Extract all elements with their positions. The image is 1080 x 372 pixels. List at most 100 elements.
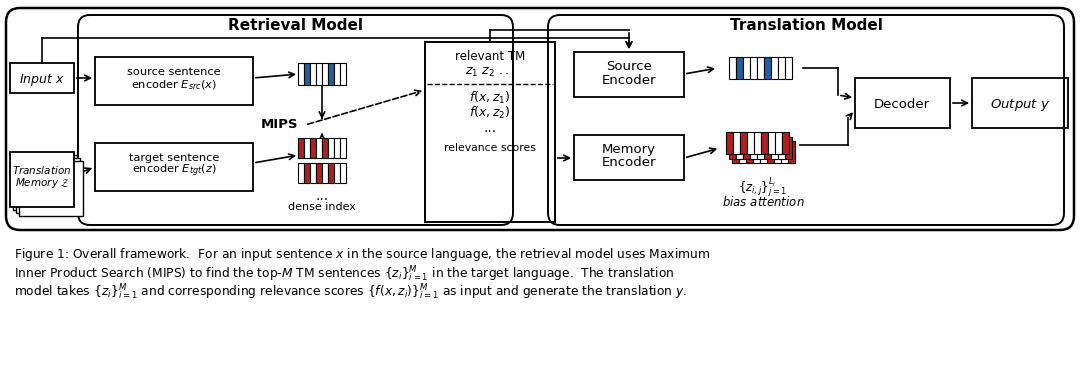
Text: MIPS: MIPS	[261, 119, 299, 131]
Text: relevance scores: relevance scores	[444, 143, 536, 153]
Bar	[426, 42, 555, 222]
Text: relevant TM: relevant TM	[455, 51, 525, 64]
Bar	[19, 161, 83, 216]
Text: source sentence: source sentence	[127, 67, 220, 77]
Text: $\mathit{Memory\ \mathcal{Z}}$: $\mathit{Memory\ \mathcal{Z}}$	[14, 176, 69, 190]
Text: Encoder: Encoder	[602, 157, 657, 170]
Text: $\{z_{i,j}\}_{j=1}^{L_i}$: $\{z_{i,j}\}_{j=1}^{L_i}$	[739, 176, 787, 200]
Bar	[756, 57, 764, 79]
Bar	[16, 158, 80, 213]
Bar	[739, 141, 745, 163]
Text: $f(x, z_1)$: $f(x, z_1)$	[470, 90, 511, 106]
Bar	[310, 163, 316, 183]
Text: model takes $\{z_i\}_{i=1}^{M}$ and corresponding relevance scores $\{f(x, z_i)\: model takes $\{z_i\}_{i=1}^{M}$ and corr…	[14, 282, 687, 302]
Text: dense index: dense index	[288, 202, 356, 212]
Text: encoder $E_{tgt}(z)$: encoder $E_{tgt}(z)$	[132, 163, 216, 179]
Bar	[770, 137, 778, 158]
Bar	[303, 63, 310, 85]
Bar	[334, 163, 340, 183]
Bar	[773, 141, 781, 163]
Bar	[328, 63, 334, 85]
Text: Decoder: Decoder	[874, 99, 930, 112]
Bar	[784, 57, 792, 79]
Bar	[735, 137, 743, 158]
Bar	[334, 63, 340, 85]
Bar	[726, 132, 732, 154]
Bar	[764, 57, 770, 79]
Bar	[310, 63, 316, 85]
Bar	[743, 57, 750, 79]
Text: encoder $E_{src}(x)$: encoder $E_{src}(x)$	[131, 78, 217, 92]
Bar	[753, 141, 759, 163]
Bar	[328, 163, 334, 183]
Bar	[759, 141, 767, 163]
Bar	[573, 52, 684, 97]
Bar	[774, 132, 782, 154]
Text: $f(x, z_2)$: $f(x, z_2)$	[470, 105, 511, 121]
Bar	[328, 138, 334, 158]
Bar	[316, 138, 322, 158]
Bar	[322, 138, 328, 158]
Bar	[316, 63, 322, 85]
Bar	[298, 138, 303, 158]
Text: Figure 1: Overall framework.  For an input sentence $x$ in the source language, : Figure 1: Overall framework. For an inpu…	[14, 246, 711, 263]
Bar	[10, 152, 75, 207]
Text: Retrieval Model: Retrieval Model	[228, 19, 363, 33]
Bar	[764, 137, 770, 158]
Bar	[316, 163, 322, 183]
Bar	[340, 163, 346, 183]
Bar	[768, 132, 774, 154]
Text: $\mathit{Output\ y}$: $\mathit{Output\ y}$	[990, 97, 1050, 113]
Bar	[322, 63, 328, 85]
Bar	[770, 57, 778, 79]
Text: target sentence: target sentence	[129, 153, 219, 163]
Bar	[732, 132, 740, 154]
Bar	[745, 141, 753, 163]
Text: Translation Model: Translation Model	[730, 19, 882, 33]
Bar	[298, 63, 303, 85]
Text: $z_1\ z_2\ ...$: $z_1\ z_2\ ...$	[464, 65, 515, 78]
Bar	[13, 155, 77, 210]
Bar	[95, 57, 253, 105]
Bar	[760, 132, 768, 154]
Text: Memory: Memory	[602, 144, 656, 157]
Bar	[310, 138, 316, 158]
Bar	[750, 57, 756, 79]
Bar	[322, 163, 328, 183]
Bar	[95, 143, 253, 191]
Text: ...: ...	[315, 189, 328, 203]
Bar	[972, 78, 1068, 128]
Text: Encoder: Encoder	[602, 74, 657, 87]
Bar	[573, 135, 684, 180]
Bar	[303, 163, 310, 183]
Bar	[10, 63, 75, 93]
Bar	[340, 63, 346, 85]
Bar	[746, 132, 754, 154]
Text: $\mathit{Input\ x}$: $\mathit{Input\ x}$	[19, 72, 65, 88]
Bar	[735, 57, 743, 79]
Bar	[855, 78, 950, 128]
Bar	[740, 132, 746, 154]
Bar	[781, 141, 787, 163]
Bar	[778, 137, 784, 158]
Bar	[778, 57, 784, 79]
Bar	[750, 137, 756, 158]
Bar	[731, 141, 739, 163]
Bar	[743, 137, 750, 158]
Bar	[767, 141, 773, 163]
Bar	[340, 138, 346, 158]
Bar	[303, 138, 310, 158]
Bar	[298, 163, 303, 183]
Bar	[729, 137, 735, 158]
Text: $\mathit{bias\ attention}$: $\mathit{bias\ attention}$	[721, 195, 805, 209]
Bar	[787, 141, 795, 163]
Bar	[754, 132, 760, 154]
Text: ...: ...	[484, 121, 497, 135]
Text: $\mathit{Translation}$: $\mathit{Translation}$	[12, 164, 71, 176]
Text: Inner Product Search (MIPS) to find the top-$M$ TM sentences $\{z_i\}_{i=1}^{M}$: Inner Product Search (MIPS) to find the …	[14, 264, 674, 284]
Bar	[729, 57, 735, 79]
Bar	[756, 137, 764, 158]
Bar	[334, 138, 340, 158]
Text: Source: Source	[606, 61, 652, 74]
Bar	[782, 132, 788, 154]
